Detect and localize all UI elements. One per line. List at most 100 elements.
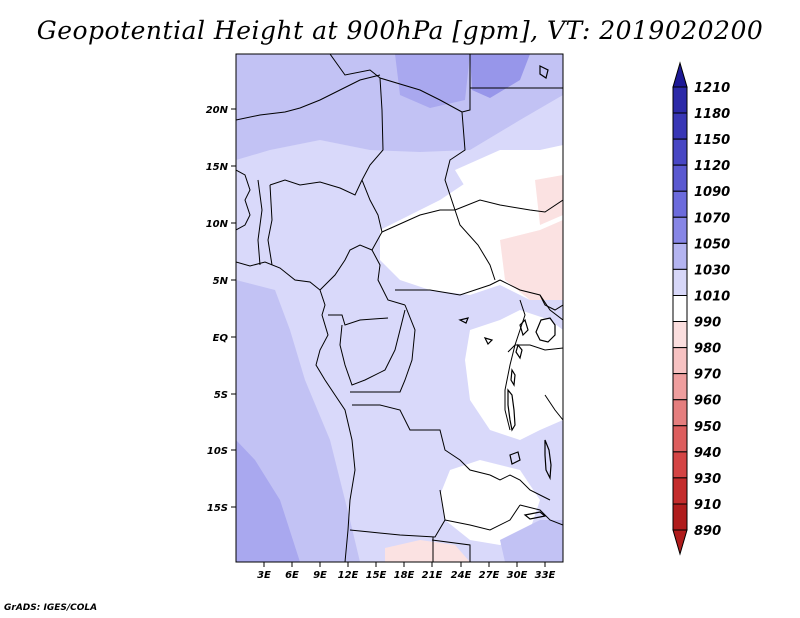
field-southwest-1070 [236, 440, 300, 562]
map-title: Geopotential Height at 900hPa [gpm], VT:… [36, 16, 764, 45]
border-zambia-tanzania [489, 474, 551, 501]
colorbar-swatch [672, 61, 688, 88]
lon-label: 27E [479, 570, 500, 581]
coastline-northwest [236, 169, 251, 231]
field-southeast-1050 [500, 520, 563, 562]
lon-label: 33E [535, 570, 556, 581]
field-south-990 [385, 540, 470, 562]
colorbar-label: 1010 [694, 289, 730, 304]
colorbar-swatch [672, 294, 688, 323]
lake-tanganyika [507, 388, 516, 432]
lat-label: 15S [207, 503, 228, 514]
lon-label: 3E [257, 570, 271, 581]
border-nigeria-cameroon [319, 244, 373, 291]
lat-label: 20N [206, 105, 229, 116]
border-drc-east [504, 299, 526, 431]
lon-label: 9E [313, 570, 327, 581]
field-north-1090 [470, 54, 530, 98]
lon-label: 12E [338, 570, 359, 581]
colorbar: 1210 1180 1150 1120 1090 1070 1050 1030 1010 990 9… [672, 61, 730, 556]
border-chad-sudan [444, 54, 496, 281]
border-car-chad [381, 209, 455, 233]
lake-edward [515, 343, 523, 360]
colorbar-label: 1070 [694, 211, 730, 226]
border-chad-west [329, 54, 406, 306]
lon-label: 24E [451, 570, 472, 581]
lake-kivu [510, 368, 516, 387]
lat-label: 5S [214, 390, 228, 401]
border-angola-namibia-zambia [349, 489, 446, 538]
colorbar-swatch [672, 347, 688, 375]
country-borders [236, 54, 563, 562]
border-mozambique [519, 504, 563, 526]
colorbar-swatch [672, 477, 688, 505]
lon-label: 15E [366, 570, 387, 581]
lat-label: 10S [207, 446, 228, 457]
colorbar-label: 1120 [694, 159, 730, 174]
lake-malawi [544, 439, 552, 481]
colorbar-swatch [672, 242, 688, 270]
border-zambia-zimbabwe [444, 504, 521, 531]
lat-label: 5N [213, 276, 229, 287]
colorbar-label: 960 [694, 394, 721, 409]
colorbar-swatch [672, 321, 688, 349]
lon-label: 6E [285, 570, 299, 581]
lat-ticks: 20N 15N 10N 5N EQ 5S 10S 15S [206, 105, 236, 514]
lat-label: 10N [206, 219, 229, 230]
lake-albert [519, 318, 529, 337]
map-frame [235, 53, 564, 563]
lat-label: EQ [213, 333, 229, 344]
coastline-west [236, 261, 356, 562]
lon-label: 18E [394, 570, 415, 581]
border-sudan-south-sudan [454, 199, 563, 213]
lon-label: 21E [422, 570, 443, 581]
colorbar-label: 980 [694, 342, 721, 357]
colorbar-swatch [672, 216, 688, 244]
lon-ticks: 3E 6E 9E 12E 15E 18E 21E 24E 27E 30E 33E [257, 562, 556, 581]
height-field [236, 54, 563, 562]
colorbar-swatch [672, 164, 688, 192]
grads-credit: GrADS: IGES/COLA [4, 603, 98, 613]
border-benin-nigeria [267, 184, 273, 266]
colorbar-swatch [672, 529, 688, 556]
lakes [458, 65, 556, 520]
border-gabon-cameroon [328, 314, 389, 326]
lake-small-1 [458, 317, 469, 324]
colorbar-label: 950 [694, 420, 721, 435]
border-tanzania-coast [544, 394, 563, 421]
field-north-1070 [395, 54, 470, 108]
lake-small-2 [483, 337, 494, 346]
colorbar-swatch [672, 503, 688, 531]
lake-victoria [535, 317, 556, 343]
colorbar-swatch [672, 268, 688, 296]
border-kenya [539, 294, 563, 311]
colorbar-swatch [672, 112, 688, 140]
border-congo-gabon [339, 309, 406, 386]
lon-label: 30E [507, 570, 528, 581]
colorbar-label: 910 [694, 498, 721, 513]
colorbar-swatch [672, 451, 688, 479]
colorbar-label: 1210 [694, 81, 730, 96]
colorbar-swatch [672, 86, 688, 114]
colorbar-label: 930 [694, 472, 721, 487]
colorbar-swatch [672, 190, 688, 218]
border-botswana-zimbabwe [431, 539, 471, 562]
colorbar-label: 1180 [694, 107, 730, 122]
lake-kariba [523, 511, 547, 520]
border-angola-drc [352, 404, 491, 476]
colorbar-label: 1150 [694, 133, 730, 148]
border-chad-libya [379, 77, 463, 113]
border-car-south [395, 279, 501, 296]
lat-label: 15N [206, 162, 229, 173]
colorbar-swatch [672, 138, 688, 166]
lake-mweru [509, 451, 521, 465]
border-tanzania-uganda [507, 344, 563, 353]
colorbar-label: 940 [694, 446, 721, 461]
border-nigeria-niger [269, 179, 363, 196]
lake-nasser [539, 65, 549, 79]
colorbar-label: 970 [694, 368, 721, 383]
field-northeast-990 [535, 175, 563, 225]
border-congo-drc [350, 304, 416, 393]
border-togo [257, 179, 263, 266]
colorbar-swatch [672, 399, 688, 427]
